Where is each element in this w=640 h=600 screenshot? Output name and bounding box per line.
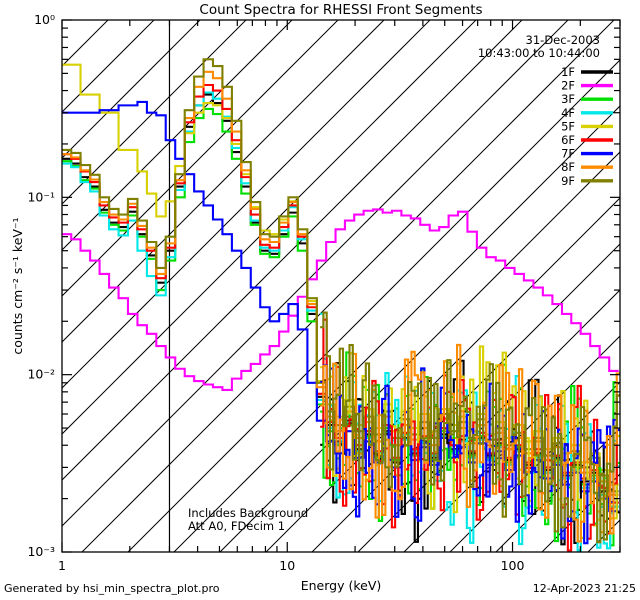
hatch-line — [62, 20, 477, 435]
series-noise-8f — [320, 343, 620, 543]
legend-label-6f: 6F — [561, 133, 575, 147]
legend-label-1f: 1F — [561, 65, 575, 79]
hatch-line — [62, 20, 523, 481]
y-tick-label: 10⁻³ — [27, 544, 55, 559]
hatch-line — [62, 20, 569, 527]
legend-label-7f: 7F — [561, 147, 575, 161]
hatch-line — [62, 20, 155, 113]
legend-label-2f: 2F — [561, 79, 575, 93]
hatch-line — [62, 20, 339, 297]
x-tick-label: 1 — [58, 558, 66, 573]
x-axis-label: Energy (keV) — [301, 578, 382, 593]
legend-label-5f: 5F — [561, 119, 575, 133]
note-includes-background: Includes Background — [188, 506, 308, 520]
note-attenuator-state: Att A0, FDecim 1 — [188, 519, 285, 533]
page-title: Count Spectra for RHESSI Front Segments — [199, 2, 482, 18]
y-axis-label: counts cm⁻² s⁻¹ keV⁻¹ — [10, 217, 25, 354]
hatch-line — [265, 197, 620, 552]
legend-label-9f: 9F — [561, 174, 575, 188]
legend-time-range: 10:43:00 to 10:44:00 — [478, 46, 600, 60]
hatch-line — [127, 59, 620, 552]
hatch-line — [62, 20, 431, 389]
plot-frame — [61, 19, 621, 553]
x-tick-label: 100 — [501, 558, 525, 573]
hatch-line — [62, 20, 385, 343]
footer-generator: Generated by hsi_min_spectra_plot.pro — [4, 582, 220, 595]
hatch-line — [634, 20, 640, 552]
hatch-line — [62, 20, 201, 159]
legend-label-8f: 8F — [561, 160, 575, 174]
hatch-line — [62, 20, 293, 251]
legend-label-3f: 3F — [561, 92, 575, 106]
series-line-2f — [62, 208, 619, 391]
legend-date: 31-Dec-2003 — [526, 33, 600, 47]
y-tick-label: 10⁰ — [34, 12, 55, 27]
hatch-line — [81, 20, 615, 552]
y-tick-label: 10⁻² — [27, 367, 55, 382]
noise-overlay-group — [320, 311, 620, 552]
hatch-line — [62, 20, 247, 205]
hatch-line — [173, 105, 620, 552]
x-tick-label: 10 — [279, 558, 295, 573]
legend-label-4f: 4F — [561, 106, 575, 120]
series-noise-9f — [320, 311, 620, 544]
hatch-line — [219, 151, 620, 552]
footer-timestamp: 12-Apr-2023 21:25 — [533, 582, 636, 595]
y-tick-label: 10⁻¹ — [27, 189, 55, 204]
